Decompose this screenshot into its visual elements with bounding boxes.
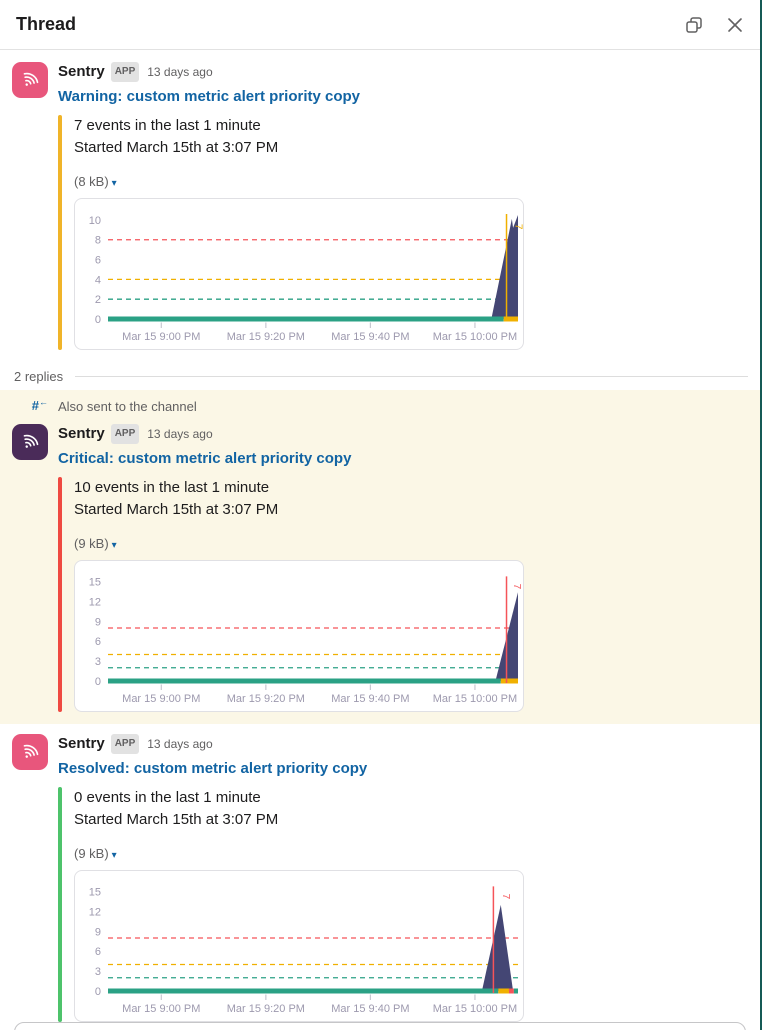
svg-text:8: 8: [95, 235, 101, 247]
attachment-accent-bar: [58, 115, 62, 350]
attachment-accent-bar: [58, 787, 62, 1022]
started-text: Started March 15th at 3:07 PM: [74, 811, 279, 828]
started-text: Started March 15th at 3:07 PM: [74, 501, 279, 518]
svg-text:7: 7: [513, 224, 523, 230]
svg-text:6: 6: [95, 946, 101, 958]
svg-text:12: 12: [89, 596, 101, 608]
size-label: (9 kB): [74, 536, 109, 551]
svg-text:3: 3: [95, 966, 101, 978]
alert-attachment: 0 events in the last 1 minute Started Ma…: [58, 787, 746, 1022]
svg-text:Mar 15 10:00 PM: Mar 15 10:00 PM: [433, 331, 517, 343]
svg-text:Mar 15 10:00 PM: Mar 15 10:00 PM: [433, 1003, 517, 1015]
svg-text:Mar 15 9:00 PM: Mar 15 9:00 PM: [122, 1003, 200, 1015]
attachment-size-toggle[interactable]: (9 kB) ▾: [74, 535, 746, 555]
alert-title-link[interactable]: Resolved: custom metric alert priority c…: [58, 760, 368, 777]
svg-text:9: 9: [95, 926, 101, 938]
sentry-avatar[interactable]: [12, 62, 48, 98]
also-sent-row: # ← Also sent to the channel: [0, 396, 762, 416]
svg-text:Mar 15 9:40 PM: Mar 15 9:40 PM: [331, 1003, 409, 1015]
app-badge: APP: [110, 734, 140, 754]
message-composer[interactable]: [14, 1022, 746, 1030]
sentry-logo-icon: [23, 744, 39, 758]
svg-text:15: 15: [89, 577, 101, 589]
metric-chart-image[interactable]: 0 2 4 6 8 10 7 Mar 15 9:00 PM Mar 15 9:20 PM Mar …: [74, 198, 524, 350]
svg-text:Mar 15 9:20 PM: Mar 15 9:20 PM: [227, 1003, 305, 1015]
close-icon[interactable]: [726, 16, 744, 34]
timestamp[interactable]: 13 days ago: [147, 65, 213, 79]
svg-text:3: 3: [95, 656, 101, 668]
app-badge: APP: [110, 424, 140, 444]
svg-text:15: 15: [89, 887, 101, 899]
attachment-size-toggle[interactable]: (8 kB) ▾: [74, 173, 746, 193]
message-warning: Sentry APP 13 days ago Warning: custom m…: [0, 50, 762, 352]
size-label: (9 kB): [74, 846, 109, 861]
sentry-logo-icon: [23, 434, 39, 448]
caret-down-icon[interactable]: ▾: [111, 850, 117, 861]
svg-text:Mar 15 9:20 PM: Mar 15 9:20 PM: [227, 331, 305, 343]
divider-line: [75, 375, 748, 377]
replies-divider: 2 replies: [0, 366, 762, 386]
caret-down-icon[interactable]: ▾: [111, 540, 117, 551]
events-count-text: 7 events in the last 1 minute: [74, 117, 261, 134]
message-critical: Sentry APP 13 days ago Critical: custom …: [0, 416, 762, 714]
sentry-avatar[interactable]: [12, 734, 48, 770]
started-text: Started March 15th at 3:07 PM: [74, 139, 279, 156]
also-sent-label: Also sent to the channel: [58, 398, 197, 414]
thread-header: Thread: [0, 0, 762, 50]
sentry-logo-icon: [23, 72, 39, 86]
size-label: (8 kB): [74, 174, 109, 189]
svg-text:7: 7: [500, 894, 511, 900]
message-resolved: Sentry APP 13 days ago Resolved: custom …: [0, 724, 762, 1024]
svg-text:6: 6: [95, 255, 101, 267]
window-edge: [760, 0, 762, 1030]
alert-attachment: 7 events in the last 1 minute Started Ma…: [58, 115, 746, 350]
replies-count[interactable]: 2 replies: [14, 368, 64, 384]
svg-text:6: 6: [95, 636, 101, 648]
svg-text:Mar 15 9:00 PM: Mar 15 9:00 PM: [122, 331, 200, 343]
channel-hash-arrow-icon: # ←: [31, 397, 48, 413]
metric-chart-image[interactable]: 0 3 6 9 12 15 7 Mar 15 9:00 PM Mar 15 9:20 PM Mar…: [74, 870, 524, 1022]
svg-text:Mar 15 9:00 PM: Mar 15 9:00 PM: [122, 693, 200, 705]
svg-text:12: 12: [89, 906, 101, 918]
events-count-text: 10 events in the last 1 minute: [74, 479, 270, 496]
open-in-new-icon[interactable]: [684, 15, 704, 35]
sentry-avatar[interactable]: [12, 424, 48, 460]
metric-chart-image[interactable]: 0 3 6 9 12 15 7 Mar 15 9:00 PM Mar 15 9:20 PM Mar…: [74, 560, 524, 712]
svg-text:9: 9: [95, 616, 101, 628]
events-count-text: 0 events in the last 1 minute: [74, 789, 261, 806]
svg-text:Mar 15 9:20 PM: Mar 15 9:20 PM: [227, 693, 305, 705]
attachment-size-toggle[interactable]: (9 kB) ▾: [74, 845, 746, 865]
alert-title-link[interactable]: Warning: custom metric alert priority co…: [58, 88, 360, 105]
svg-text:0: 0: [95, 676, 101, 688]
sender-name[interactable]: Sentry: [58, 425, 105, 442]
svg-text:10: 10: [89, 215, 101, 227]
timestamp[interactable]: 13 days ago: [147, 737, 213, 751]
alert-attachment: 10 events in the last 1 minute Started M…: [58, 477, 746, 712]
highlighted-replies: # ← Also sent to the channel Sentry A: [0, 390, 762, 724]
app-badge: APP: [110, 62, 140, 82]
svg-text:0: 0: [95, 986, 101, 998]
svg-text:0: 0: [95, 314, 101, 326]
svg-text:Mar 15 9:40 PM: Mar 15 9:40 PM: [331, 331, 409, 343]
svg-text:4: 4: [95, 274, 101, 286]
attachment-accent-bar: [58, 477, 62, 712]
svg-text:7: 7: [511, 584, 522, 590]
caret-down-icon[interactable]: ▾: [111, 178, 117, 189]
sender-name[interactable]: Sentry: [58, 735, 105, 752]
svg-text:2: 2: [95, 294, 101, 306]
timestamp[interactable]: 13 days ago: [147, 427, 213, 441]
panel-title: Thread: [16, 14, 77, 34]
sender-name[interactable]: Sentry: [58, 63, 105, 80]
alert-title-link[interactable]: Critical: custom metric alert priority c…: [58, 450, 352, 467]
svg-text:Mar 15 10:00 PM: Mar 15 10:00 PM: [433, 693, 517, 705]
svg-text:Mar 15 9:40 PM: Mar 15 9:40 PM: [331, 693, 409, 705]
